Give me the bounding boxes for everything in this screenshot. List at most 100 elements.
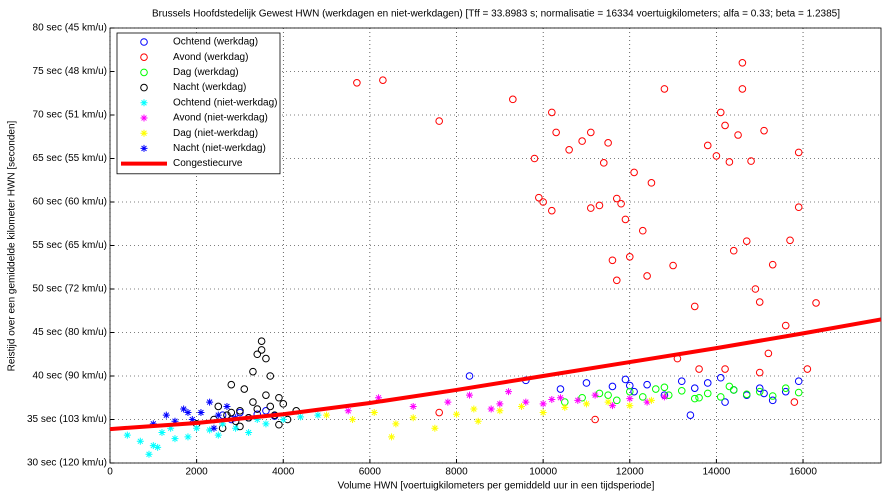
circle-point: [729, 246, 738, 255]
circle-point: [686, 411, 695, 419]
circle-point: [794, 377, 803, 386]
star-point: [444, 398, 452, 406]
y-tick-label: 70 sec (51 km/u): [33, 110, 107, 121]
star-point: [262, 420, 270, 428]
star-point: [180, 405, 188, 413]
star-point: [496, 400, 504, 408]
legend-label: Ochtend (niet-werkdag): [173, 97, 278, 108]
star-point: [253, 416, 261, 423]
circle-point: [690, 394, 699, 403]
circle-point: [257, 346, 266, 354]
circle-point: [262, 391, 270, 399]
circle-point: [751, 285, 760, 293]
congestion-curve: [109, 317, 882, 432]
star-point: [171, 417, 179, 425]
circle-point: [578, 137, 586, 145]
star-point: [206, 398, 214, 406]
star-point: [539, 409, 547, 417]
circle-point: [721, 398, 729, 406]
star-point: [496, 407, 504, 415]
circle-point: [608, 382, 617, 391]
circle-point: [539, 198, 547, 206]
circle-point: [747, 157, 755, 165]
circle-point: [240, 385, 249, 393]
y-tick-label: 30 sec (120 km/u): [27, 458, 107, 469]
star-point: [136, 437, 144, 445]
circle-point: [530, 154, 539, 163]
y-tick-label: 50 sec (72 km/u): [33, 284, 107, 295]
x-tick-label: 6000: [359, 467, 382, 478]
star-point: [232, 424, 240, 432]
circle-point: [742, 237, 751, 245]
circle-point: [768, 396, 777, 405]
y-tick-label: 60 sec (60 km/u): [33, 197, 107, 208]
legend-label: Dag (niet-werkdag): [173, 128, 258, 139]
circle-point: [236, 422, 244, 431]
star-point: [140, 99, 148, 107]
star-point: [162, 411, 170, 419]
star-point: [171, 435, 179, 443]
circle-point: [595, 201, 604, 210]
circle-point: [625, 387, 634, 396]
x-tick-label: 4000: [272, 467, 295, 478]
star-point: [539, 400, 547, 408]
circle-point: [760, 389, 768, 398]
star-point: [149, 442, 157, 450]
circle-point: [227, 380, 236, 389]
star-point: [206, 426, 214, 434]
circle-point: [721, 365, 729, 373]
circle-point: [755, 384, 764, 392]
x-tick-label: 0: [107, 467, 113, 478]
circle-point: [140, 83, 148, 92]
circle-point: [617, 199, 625, 208]
circle-point: [556, 385, 565, 393]
y-tick-label: 40 sec (90 km/u): [33, 371, 107, 382]
star-point: [466, 391, 474, 399]
circle-point: [768, 392, 777, 400]
star-point: [219, 420, 227, 428]
circle-point: [565, 146, 573, 154]
circle-point: [591, 415, 599, 424]
circle-point: [660, 383, 669, 392]
circle-point: [586, 128, 595, 137]
star-point: [214, 431, 222, 439]
circle-point: [725, 382, 734, 391]
circle-point: [279, 400, 288, 408]
circle-point: [781, 387, 790, 396]
y-tick-label: 35 sec (103 km/u): [27, 414, 107, 425]
circle-point: [716, 108, 725, 117]
star-point: [556, 394, 564, 402]
star-point: [145, 450, 153, 458]
circle-point: [690, 384, 699, 392]
circle-point: [664, 391, 673, 399]
star-point: [349, 416, 357, 423]
star-point: [409, 402, 417, 410]
circle-point: [760, 126, 768, 135]
star-point: [197, 409, 205, 417]
circle-point: [266, 372, 275, 380]
star-point: [344, 407, 352, 415]
circle-point: [738, 59, 747, 67]
circle-point: [794, 148, 803, 157]
plot-frame: [109, 27, 882, 464]
circle-point: [578, 393, 586, 402]
circle-point: [548, 108, 556, 117]
x-tick-label: 16000: [789, 467, 817, 478]
y-tick-label: 45 sec (80 km/u): [33, 327, 107, 338]
star-point: [323, 411, 331, 419]
circle-point: [257, 337, 266, 346]
star-point: [604, 398, 612, 406]
circle-point: [790, 398, 799, 406]
circle-point: [725, 158, 734, 166]
legend: Ochtend (werkdag) Avond (werkdag) Dag (wer…: [116, 32, 281, 175]
circle-point: [249, 398, 257, 406]
circle-point: [465, 372, 474, 380]
star-point: [297, 413, 305, 421]
x-axis-label: Volume HWN [voertuigkilometers per gemid…: [338, 481, 655, 492]
star-point: [453, 410, 461, 418]
star-point: [487, 405, 495, 413]
star-point: [431, 424, 439, 432]
star-point: [474, 417, 482, 425]
circle-point: [812, 299, 820, 307]
circle-point: [612, 194, 621, 203]
